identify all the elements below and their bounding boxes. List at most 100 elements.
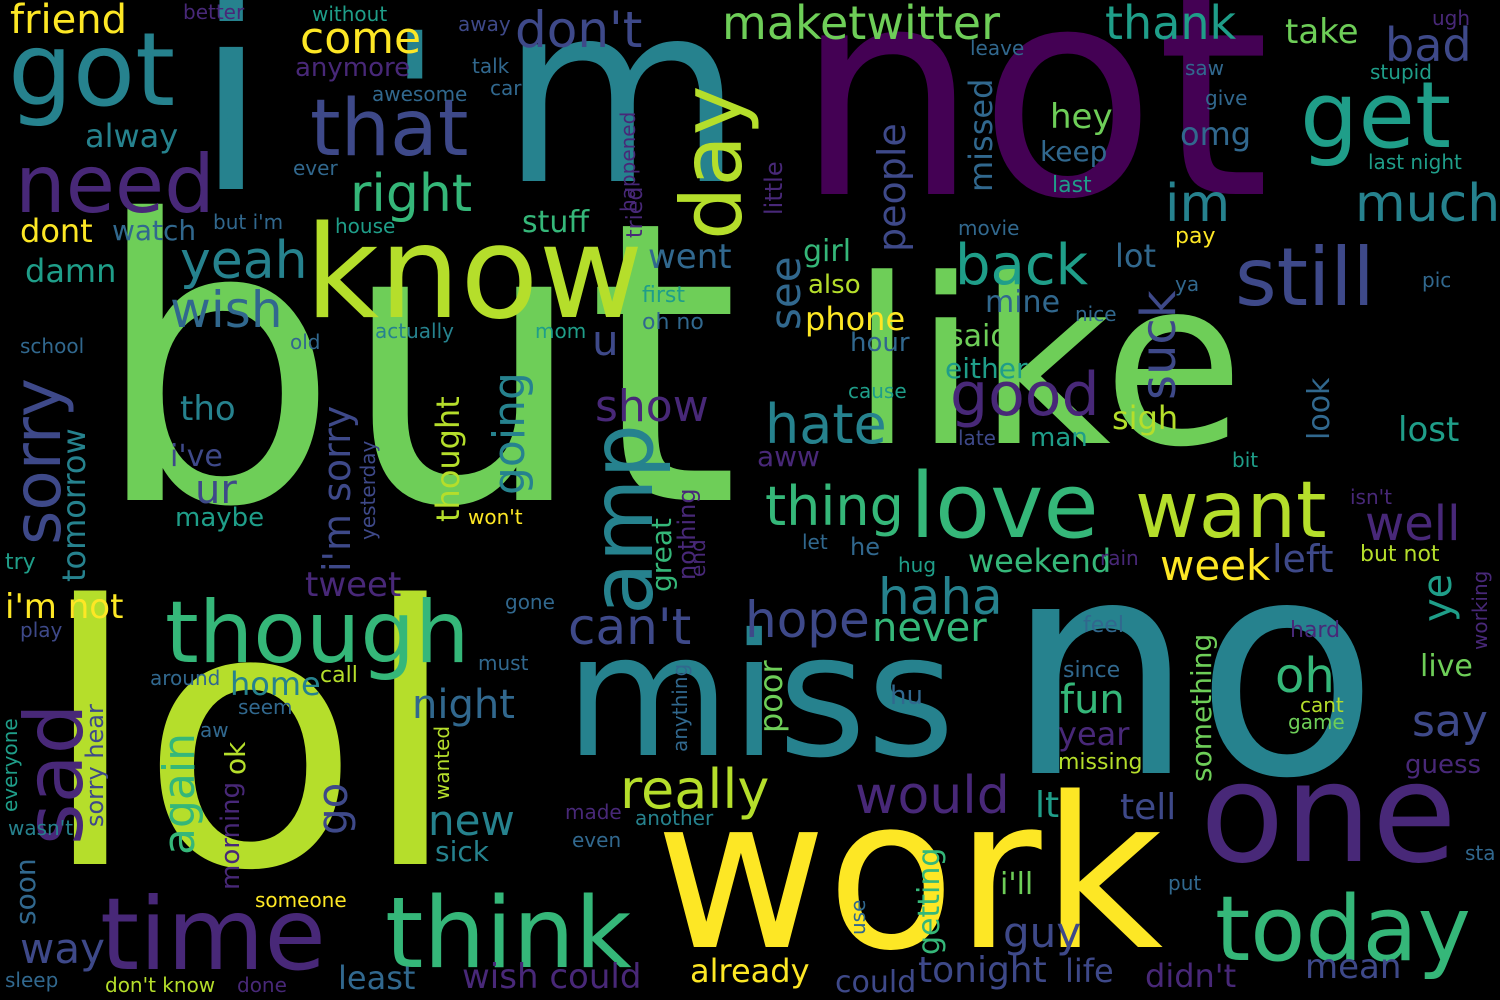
word-keep: keep	[1040, 135, 1108, 168]
word-hug: hug	[898, 553, 937, 577]
word-seem: seem	[238, 695, 293, 719]
word-made: made	[565, 800, 622, 824]
word-come: come	[300, 13, 422, 64]
word-sleep: sleep	[5, 968, 59, 992]
word-get: get	[1300, 62, 1452, 169]
word-lot: lot	[1115, 237, 1157, 275]
word-apostrophe: '	[390, 0, 440, 204]
word-yeah: yeah	[180, 231, 308, 291]
word-getting: getting	[912, 847, 947, 955]
word-night: night	[412, 682, 515, 728]
word-watch: watch	[112, 214, 197, 247]
word-least: least	[338, 959, 416, 997]
word-know: know	[305, 199, 644, 348]
word-stuff: stuff	[522, 205, 590, 240]
word-saw: saw	[1185, 56, 1225, 80]
word-like: like	[850, 231, 1245, 498]
word-without: without	[312, 2, 388, 26]
word-also: also	[808, 270, 861, 300]
word-though: though	[165, 583, 470, 683]
word-dont-know: don't know	[105, 973, 216, 997]
word-great: great	[645, 517, 678, 592]
word-im-not: i'm not	[5, 587, 124, 627]
word-try: try	[5, 550, 36, 575]
word-cant: can't	[568, 598, 692, 656]
word-still: still	[1235, 231, 1375, 324]
word-not: not	[795, 0, 1270, 263]
word-tomorrow: tomorrow	[55, 428, 93, 582]
word-anything: anything	[668, 663, 692, 752]
word-around: around	[150, 666, 221, 690]
word-but-not: but not	[1360, 542, 1440, 567]
word-give: give	[1205, 86, 1248, 110]
word-end: end	[686, 539, 710, 577]
word-wish: wish	[170, 281, 283, 339]
word-cause: cause	[848, 379, 907, 403]
word-love: love	[910, 454, 1099, 559]
word-lost: lost	[1398, 410, 1460, 450]
word-old: old	[290, 330, 321, 354]
word-people: people	[870, 123, 914, 252]
word-nice: nice	[1075, 302, 1117, 326]
word-missed: missed	[962, 78, 1000, 192]
word-dont: dont	[20, 212, 93, 250]
word-right: right	[350, 164, 473, 224]
word-pay: pay	[1175, 224, 1216, 249]
word-actually: actually	[375, 319, 454, 343]
word-would: would	[855, 766, 1010, 826]
word-said: said	[948, 319, 1010, 354]
word-no: no	[1005, 495, 1379, 844]
word-feel: feel	[1083, 613, 1124, 638]
word-leave: leave	[970, 36, 1025, 60]
word-ye: ye	[1415, 573, 1461, 622]
word-m: m	[500, 0, 744, 240]
word-school: school	[20, 334, 85, 358]
word-need: need	[15, 138, 215, 231]
word-miss: miss	[565, 598, 955, 796]
word-working: working	[1468, 570, 1492, 650]
word-ever: ever	[293, 156, 338, 180]
word-stupid: stupid	[1370, 60, 1432, 84]
word-man: man	[1030, 423, 1088, 453]
word-one: one	[1200, 733, 1457, 894]
word-going: going	[484, 372, 535, 495]
word-phone: phone	[805, 300, 906, 338]
word-rain: rain	[1100, 546, 1139, 570]
word-away: away	[458, 12, 511, 36]
word-ya: ya	[1175, 272, 1200, 296]
word-missing: missing	[1058, 750, 1143, 775]
word-lol: lol	[40, 530, 461, 949]
word-i: i	[195, 0, 268, 251]
word-look: look	[1302, 377, 1337, 440]
word-maketwitter: maketwitter	[722, 0, 1001, 50]
word-tweet: tweet	[305, 565, 402, 605]
word-wanted: wanted	[430, 725, 454, 800]
word-much: much	[1355, 174, 1500, 234]
word-everyone-h: wasn't	[8, 816, 74, 840]
word-mom: mom	[535, 319, 587, 343]
word-good: good	[950, 360, 1100, 430]
word-gone: gone	[505, 590, 555, 614]
word-today: today	[1215, 877, 1471, 982]
word-put: put	[1168, 871, 1202, 895]
word-suck: suck	[1131, 290, 1187, 400]
word-again: again	[154, 733, 205, 855]
word-aww: aww	[757, 440, 820, 473]
word-ill: i'll	[1000, 867, 1034, 902]
word-everyone: everyone	[0, 718, 22, 812]
word-u: u	[592, 316, 619, 365]
word-tho: tho	[180, 389, 236, 429]
word-sigh: sigh	[1112, 399, 1179, 437]
word-thank: thank	[1105, 0, 1237, 50]
word-girl: girl	[803, 234, 852, 269]
word-im-sorry: i'm sorry	[315, 405, 359, 572]
word-already: already	[690, 952, 810, 990]
word-hope: hope	[745, 591, 870, 649]
word-but: but	[92, 138, 740, 592]
word-anymore: anymore	[295, 53, 411, 83]
word-another: another	[635, 806, 714, 830]
word-im: im	[1165, 174, 1231, 234]
word-year: year	[1058, 715, 1130, 753]
word-guy: guy	[1003, 908, 1082, 957]
